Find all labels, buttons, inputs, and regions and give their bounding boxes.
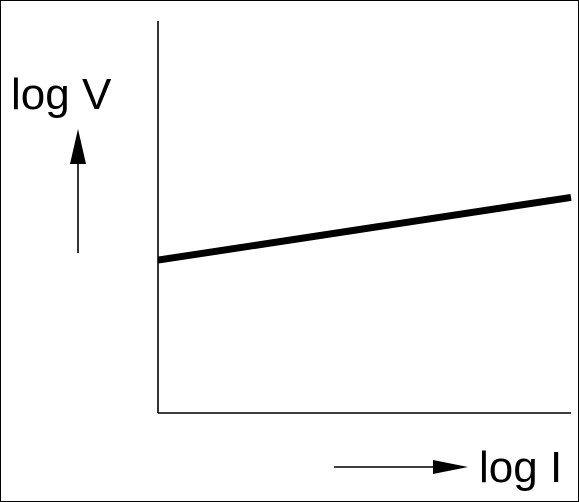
x-arrow-head bbox=[433, 460, 468, 474]
series-line bbox=[157, 193, 572, 264]
y-axis-label: log V bbox=[11, 70, 112, 119]
y-arrow-head bbox=[70, 129, 86, 164]
x-axis-label: log I bbox=[479, 443, 562, 492]
